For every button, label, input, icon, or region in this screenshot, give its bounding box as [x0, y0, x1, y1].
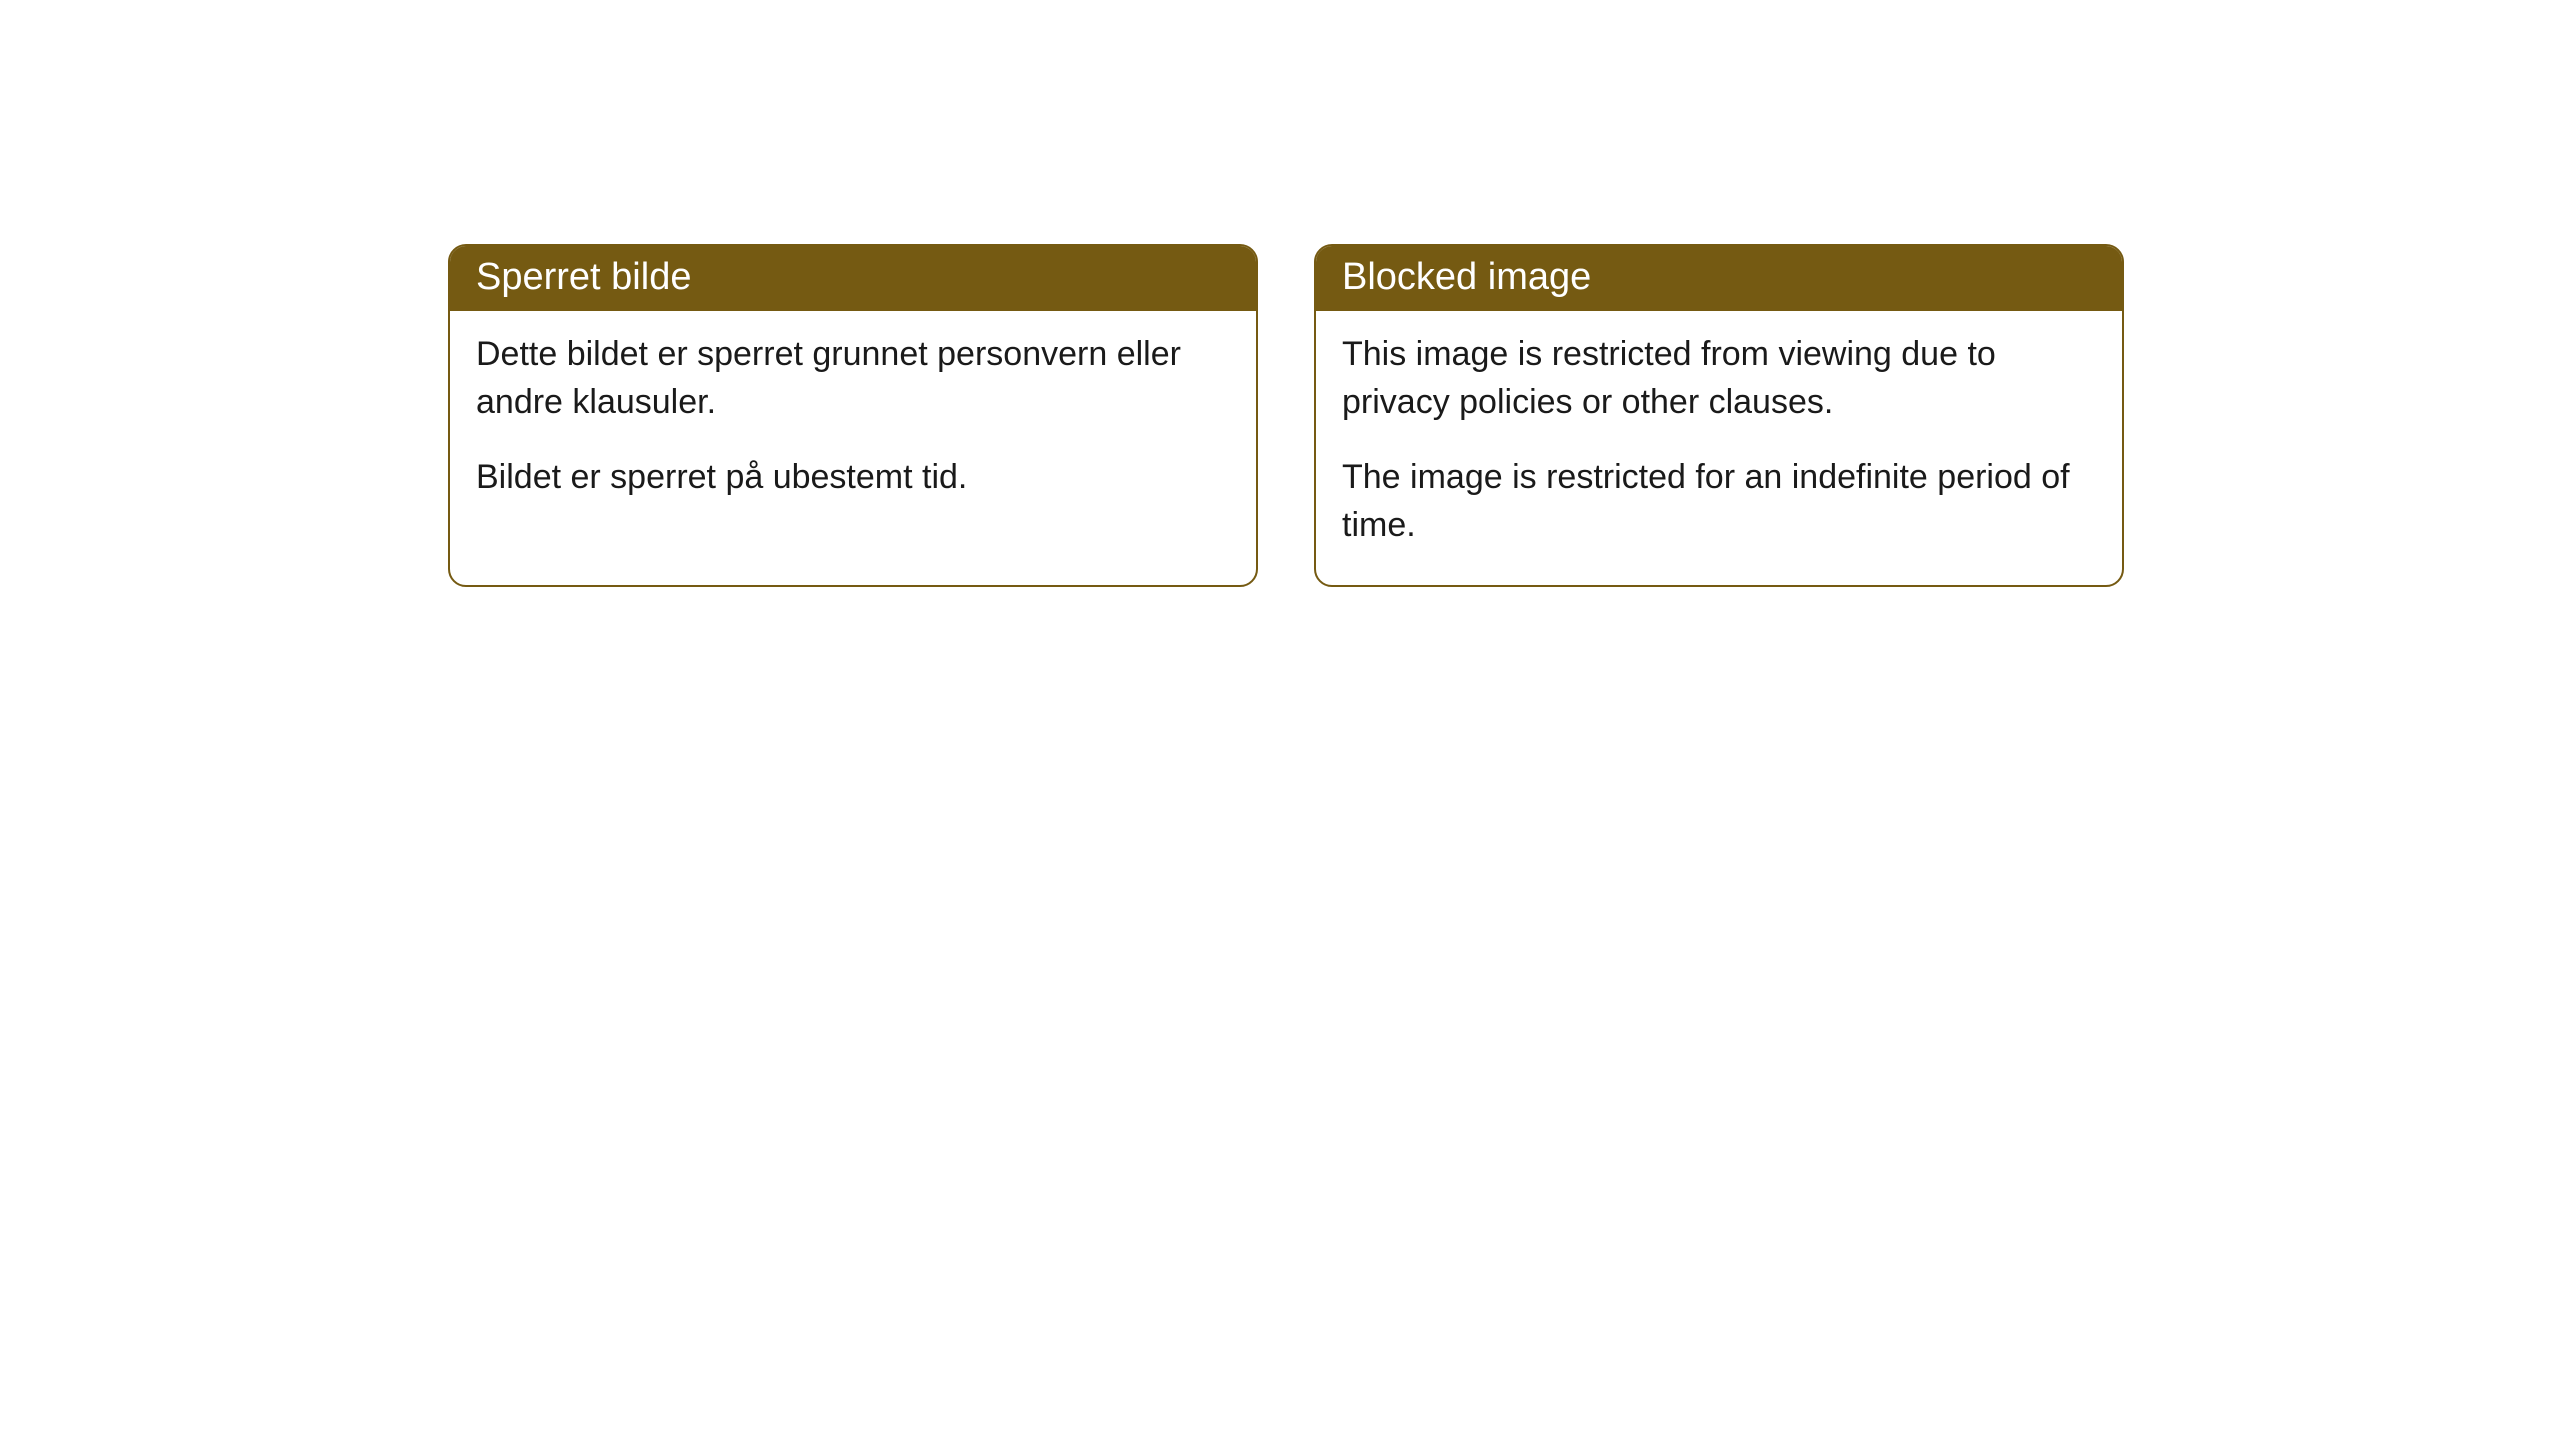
card-paragraph: Bildet er sperret på ubestemt tid.	[476, 454, 1230, 502]
blocked-image-card-english: Blocked image This image is restricted f…	[1314, 244, 2124, 587]
card-header: Blocked image	[1316, 246, 2122, 311]
card-body: This image is restricted from viewing du…	[1316, 311, 2122, 585]
card-paragraph: Dette bildet er sperret grunnet personve…	[476, 331, 1230, 426]
card-header: Sperret bilde	[450, 246, 1256, 311]
card-title: Sperret bilde	[476, 256, 691, 298]
card-body: Dette bildet er sperret grunnet personve…	[450, 311, 1256, 538]
card-title: Blocked image	[1342, 256, 1591, 298]
blocked-image-card-norwegian: Sperret bilde Dette bildet er sperret gr…	[448, 244, 1258, 587]
card-paragraph: The image is restricted for an indefinit…	[1342, 454, 2096, 549]
cards-container: Sperret bilde Dette bildet er sperret gr…	[0, 0, 2560, 587]
card-paragraph: This image is restricted from viewing du…	[1342, 331, 2096, 426]
